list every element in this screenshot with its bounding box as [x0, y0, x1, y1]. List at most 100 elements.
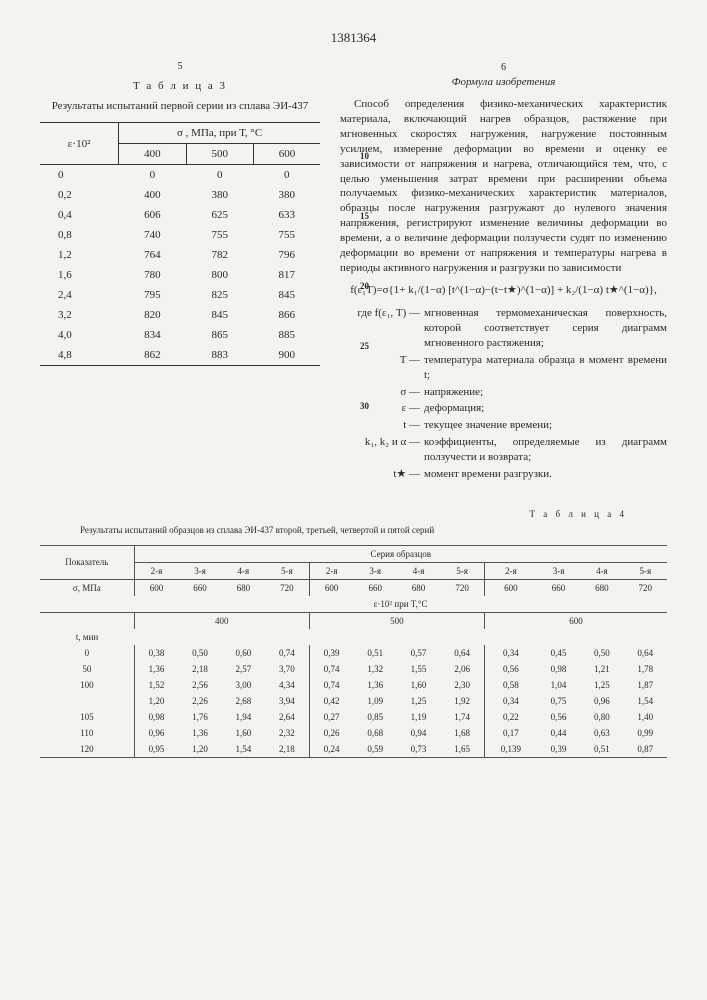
- t4-cell: 1,21: [580, 661, 623, 677]
- t4-cell: 2,30: [440, 677, 484, 693]
- t4-row-label: Показатель: [40, 545, 134, 579]
- t3-cell: 834: [119, 325, 186, 345]
- t4-cell: 0,57: [397, 645, 440, 661]
- t3-cell: 606: [119, 205, 186, 225]
- t3-cell: 885: [254, 325, 321, 345]
- t4-temp-label: ε·10² при T,°С: [134, 596, 667, 613]
- t4-cell: 4,34: [265, 677, 309, 693]
- t4-cell: 1,20: [134, 693, 178, 709]
- t4-cell: 1,92: [440, 693, 484, 709]
- t4-cell: 0,56: [537, 709, 580, 725]
- left-column: 5 Т а б л и ц а 3 Результаты испытаний п…: [40, 61, 320, 484]
- t3-cell: 800: [186, 265, 253, 285]
- t4-cell: 0,95: [134, 741, 178, 758]
- t3-cell: 0,8: [40, 225, 119, 245]
- t3-cell: 740: [119, 225, 186, 245]
- def-desc: деформация;: [424, 401, 667, 416]
- t4-cell: 0: [40, 645, 134, 661]
- t3-cell: 380: [254, 185, 321, 205]
- t4-cell: 110: [40, 725, 134, 741]
- t4-sigma: 660: [537, 579, 580, 596]
- t3-cell: 4,8: [40, 345, 119, 366]
- t4-cell: 3,70: [265, 661, 309, 677]
- t4-cell: 0,75: [537, 693, 580, 709]
- def-desc: температура материала образца в момент в…: [424, 353, 667, 383]
- table3-caption: Результаты испытаний первой серии из спл…: [40, 100, 320, 112]
- t4-cell: 1,87: [624, 677, 667, 693]
- t3-cell: 817: [254, 265, 321, 285]
- t3-cell: 796: [254, 245, 321, 265]
- t3-cell: 780: [119, 265, 186, 285]
- table3: ε·10² σ , МПа, при Т, °С 400 500 600 000…: [40, 122, 320, 366]
- t4-sigma: 720: [624, 579, 667, 596]
- t4-cell: 2,32: [265, 725, 309, 741]
- t3-cell: 0: [186, 165, 253, 186]
- t4-cell: 0,51: [580, 741, 623, 758]
- t4-sigma: 600: [484, 579, 536, 596]
- t4-cell: 1,09: [354, 693, 397, 709]
- t3-cell: 782: [186, 245, 253, 265]
- t3-cell: 900: [254, 345, 321, 366]
- line-marker: 10: [360, 151, 369, 161]
- t4-cell: 0,27: [309, 709, 353, 725]
- t4-sigma: 600: [134, 579, 178, 596]
- t3-cell: 0,4: [40, 205, 119, 225]
- t4-cell: 0,64: [624, 645, 667, 661]
- t4-cell: 1,20: [178, 741, 221, 758]
- t4-cell: 1,54: [624, 693, 667, 709]
- t4-cell: 0,26: [309, 725, 353, 741]
- t3-temp: 400: [119, 144, 186, 165]
- right-col-number: 6: [340, 61, 667, 75]
- t4-cell: 0,60: [222, 645, 265, 661]
- t3-cell: 633: [254, 205, 321, 225]
- t3-cell: 0: [40, 165, 119, 186]
- t4-cell: 0,96: [134, 725, 178, 741]
- t4-series: 4-я: [397, 562, 440, 579]
- t4-cell: 1,25: [397, 693, 440, 709]
- t4-sigma: 680: [222, 579, 265, 596]
- t4-cell: 2,18: [178, 661, 221, 677]
- t4-cell: 105: [40, 709, 134, 725]
- t3-temp: 600: [254, 144, 321, 165]
- line-marker: 25: [360, 341, 369, 351]
- t3-cell: 2,4: [40, 285, 119, 305]
- t3-cell: 845: [254, 285, 321, 305]
- def-symbol: σ —: [350, 385, 424, 400]
- t4-cell: 0,85: [354, 709, 397, 725]
- t4-cell: 0,87: [624, 741, 667, 758]
- t4-series: 2-я: [134, 562, 178, 579]
- t4-cell: [40, 693, 134, 709]
- t4-cell: 0,34: [484, 645, 536, 661]
- t4-series: 3-я: [537, 562, 580, 579]
- t4-cell: 0,80: [580, 709, 623, 725]
- t4-cell: 0,64: [440, 645, 484, 661]
- t3-cell: 0: [119, 165, 186, 186]
- t4-cell: 1,60: [397, 677, 440, 693]
- t4-sigma: 720: [440, 579, 484, 596]
- table4: Показатель Серия образцов 2-я3-я4-я5-я2-…: [40, 545, 667, 758]
- t4-temp-group: 600: [484, 612, 667, 629]
- t3-cell: 0: [254, 165, 321, 186]
- t3-cell: 883: [186, 345, 253, 366]
- t4-cell: 0,74: [265, 645, 309, 661]
- t4-cell: 2,56: [178, 677, 221, 693]
- t4-cell: 1,52: [134, 677, 178, 693]
- t4-cell: 3,00: [222, 677, 265, 693]
- t4-cell: 0,34: [484, 693, 536, 709]
- def-symbol: T —: [350, 353, 424, 383]
- t4-cell: 1,25: [580, 677, 623, 693]
- def-symbol: k₁, k₂ и α —: [350, 435, 424, 465]
- t4-series: 5-я: [265, 562, 309, 579]
- t4-cell: 1,55: [397, 661, 440, 677]
- t4-sigma: 660: [354, 579, 397, 596]
- formula-heading: Формула изобретения: [340, 75, 667, 90]
- t4-cell: 120: [40, 741, 134, 758]
- t4-cell: 0,39: [537, 741, 580, 758]
- def-desc: момент времени разгрузки.: [424, 467, 667, 482]
- t4-cell: 0,50: [580, 645, 623, 661]
- def-desc: текущее значение времени;: [424, 418, 667, 433]
- t4-cell: 1,36: [178, 725, 221, 741]
- t4-cell: 1,78: [624, 661, 667, 677]
- table4-title: Т а б л и ц а 4: [40, 509, 667, 519]
- t4-cell: 1,54: [222, 741, 265, 758]
